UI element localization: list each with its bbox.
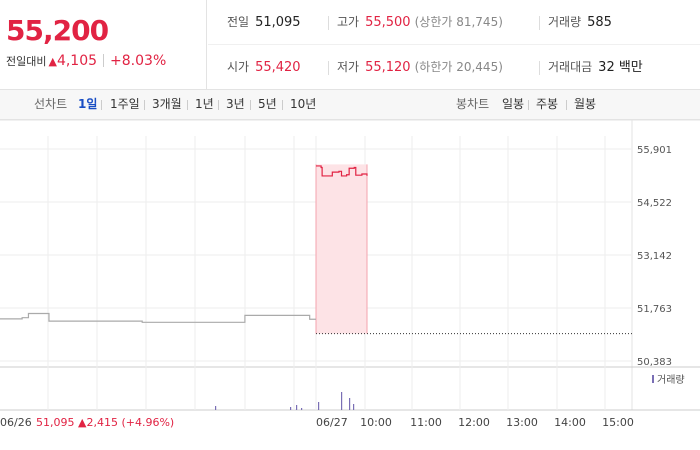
price-tick-label: 54,522 (637, 198, 672, 209)
high-label: 고가 (337, 15, 360, 29)
price-chart[interactable]: 55,901 54,522 53,142 51,763 50,383 거래량 06/26 06… (0, 119, 700, 450)
stats-row-2: 시가 55,420 저가 55,120 (하한가 20,445) 거래대금 32 백만 (208, 45, 700, 90)
price-tick-label: 55,901 (637, 145, 672, 156)
price-tick-label: 53,142 (637, 251, 672, 262)
volume-bar (349, 398, 351, 410)
volume-bar (318, 402, 320, 410)
open-value: 55,420 (255, 60, 301, 75)
amount-cell: 거래대금 32 백만 (539, 45, 643, 90)
period-1w[interactable]: 1주일 (110, 97, 140, 111)
volume-legend-label: 거래량 (657, 374, 685, 386)
time-tick-label: 11:00 (410, 416, 442, 429)
time-tick-label: 06/27 (316, 416, 348, 429)
current-price-box: 55,200 전일대비 ▲4,105 +8.03% (0, 0, 207, 90)
time-tick-label: 06/26 (0, 416, 32, 429)
divider (101, 100, 102, 110)
stats-row-1: 전일 51,095 고가 55,500 (상한가 81,745) 거래량 585 (208, 0, 700, 45)
time-tick-label: 10:00 (360, 416, 392, 429)
period-3y[interactable]: 3년 (226, 97, 245, 111)
change-label: 전일대비 (6, 55, 47, 68)
divider (282, 100, 283, 110)
prev_day-price-line (0, 312, 316, 323)
price-tick-label: 51,763 (637, 304, 672, 315)
today-area-fill (316, 164, 367, 334)
high-cell: 고가 55,500 (상한가 81,745) (328, 0, 503, 45)
time-tick-label: 12:00 (458, 416, 490, 429)
change-amount: 4,105 (56, 53, 98, 69)
time-tick-label: 14:00 (554, 416, 586, 429)
volume-legend-swatch (652, 375, 654, 383)
period-weekly-candle[interactable]: 주봉 (536, 97, 559, 111)
divider (250, 100, 251, 110)
prev-day-summary: 51,095 ▲2,415 (+4.96%) (36, 416, 174, 429)
candle-chart-label: 봉차트 (456, 97, 490, 111)
low-cell: 저가 55,120 (하한가 20,445) (328, 45, 503, 90)
chart-canvas[interactable]: 55,901 54,522 53,142 51,763 50,383 거래량 06/26 06… (0, 119, 700, 450)
time-tick-label: 13:00 (506, 416, 538, 429)
price-tick-label: 50,383 (637, 357, 672, 368)
upper-limit: (상한가 81,745) (414, 15, 503, 29)
time-tick-label: 15:00 (602, 416, 634, 429)
volume-bar (301, 408, 303, 410)
divider (103, 54, 105, 67)
divider (566, 100, 567, 110)
volume-bar (290, 407, 292, 410)
today-price-line (316, 165, 368, 177)
change-percent: +8.03% (110, 53, 167, 69)
volume-bar (341, 392, 343, 410)
amount-value: 32 백만 (598, 60, 643, 75)
volume-cell: 거래량 585 (539, 0, 612, 45)
divider (144, 100, 145, 110)
volume-label: 거래량 (548, 15, 582, 29)
low-label: 저가 (337, 60, 360, 74)
divider (528, 100, 529, 110)
period-3m[interactable]: 3개월 (152, 97, 182, 111)
period-10y[interactable]: 10년 (290, 97, 317, 111)
low-value: 55,120 (365, 60, 411, 75)
divider (187, 100, 188, 110)
high-value: 55,500 (365, 15, 411, 30)
amount-label: 거래대금 (548, 60, 593, 74)
period-5y[interactable]: 5년 (258, 97, 277, 111)
volume-value: 585 (587, 15, 612, 30)
period-monthly-candle[interactable]: 월봉 (574, 97, 597, 111)
prev-close-label: 전일 (227, 15, 250, 29)
change-row: 전일대비 ▲4,105 +8.03% (6, 53, 166, 69)
open-label: 시가 (227, 60, 250, 74)
quote-panel: 55,200 전일대비 ▲4,105 +8.03% 전일 51,095 고가 55,50… (0, 0, 700, 90)
open-cell: 시가 55,420 (227, 45, 301, 90)
current-price: 55,200 (6, 14, 109, 47)
period-1y[interactable]: 1년 (195, 97, 214, 111)
line-chart-label: 선차트 (34, 97, 68, 111)
volume-bar (215, 406, 217, 410)
period-1d[interactable]: 1일 (78, 97, 98, 111)
prev-close-cell: 전일 51,095 (227, 0, 301, 45)
up-arrow-icon: ▲ (48, 55, 57, 68)
volume-bar (296, 405, 298, 410)
chart-toolbar: 선차트 1일 1주일 3개월 1년 3년 5년 10년 봉차트 일봉 주봉 월봉 (0, 90, 700, 120)
volume-bar (353, 404, 355, 410)
stats-grid: 전일 51,095 고가 55,500 (상한가 81,745) 거래량 585 시가 5… (208, 0, 700, 90)
lower-limit: (하한가 20,445) (414, 60, 503, 74)
prev-close-value: 51,095 (255, 15, 301, 30)
divider (218, 100, 219, 110)
period-daily-candle[interactable]: 일봉 (502, 97, 525, 111)
